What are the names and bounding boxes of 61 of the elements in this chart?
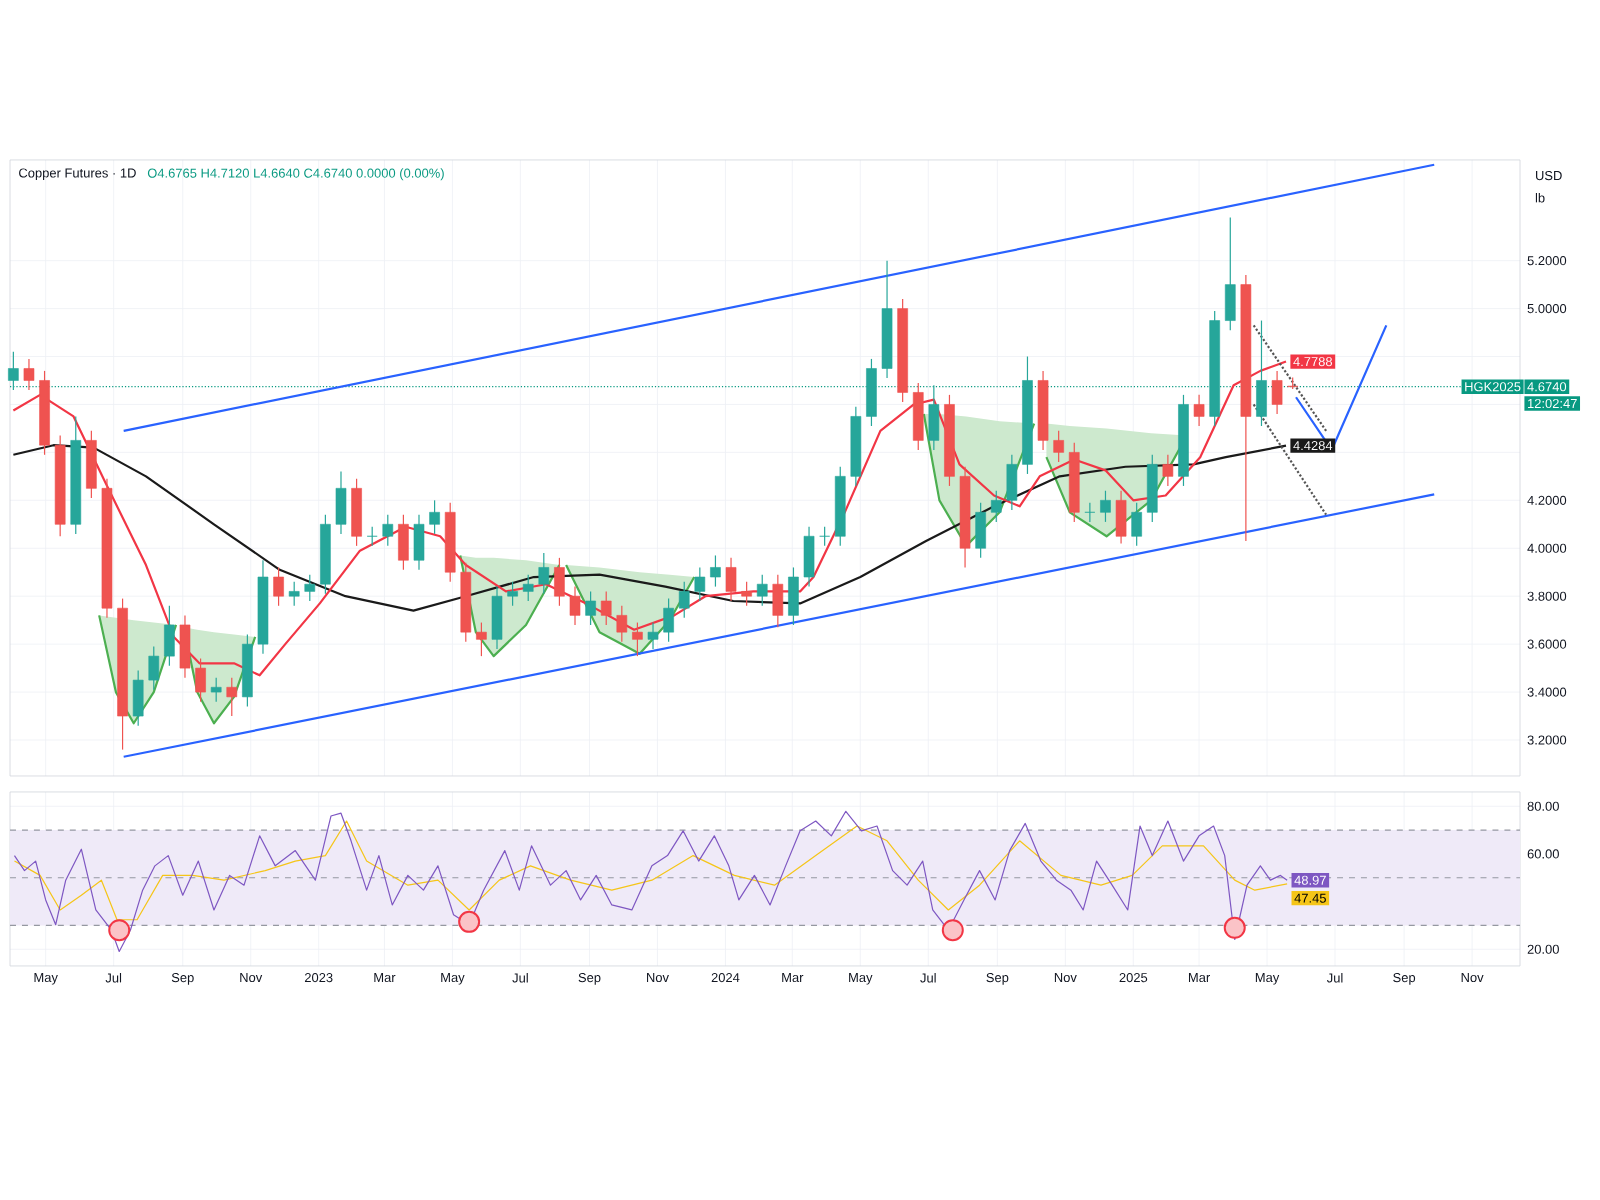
candlestick: [585, 590, 596, 626]
candlestick: [538, 552, 550, 595]
candlestick: [819, 526, 830, 547]
candlestick: [366, 526, 378, 547]
candlestick: [866, 358, 877, 427]
candlestick: [1146, 454, 1158, 523]
candlestick: [663, 598, 674, 643]
candlestick: [678, 581, 690, 619]
candlestick: [335, 470, 347, 535]
candlestick: [398, 514, 409, 571]
candlestick: [304, 574, 316, 602]
candlestick: [476, 621, 487, 657]
candlestick: [600, 590, 612, 626]
candlestick: [1115, 490, 1127, 545]
candlestick: [725, 557, 737, 602]
candlestick: [928, 384, 940, 451]
candlestick: [694, 566, 706, 602]
candlestick: [288, 581, 300, 607]
candlestick: [164, 605, 175, 667]
candlestick: [1162, 454, 1174, 487]
candlestick: [772, 574, 784, 628]
candlestick: [1006, 454, 1018, 511]
candlestick: [741, 581, 752, 607]
candlestick: [975, 502, 986, 559]
candlestick: [554, 557, 565, 607]
candlestick: [756, 574, 768, 607]
candlestick: [522, 574, 534, 602]
candlestick: [86, 430, 97, 499]
candlestick: [990, 490, 1002, 523]
candlestick: [1100, 490, 1111, 523]
candlestick: [1193, 394, 1205, 427]
candlestick: [1271, 370, 1283, 415]
candlestick: [195, 657, 206, 703]
candlestick: [1053, 430, 1064, 463]
candlestick: [569, 586, 581, 626]
candlestick: [23, 358, 35, 391]
candlestick: [710, 554, 721, 588]
candlestick: [148, 645, 160, 691]
candlestick: [507, 581, 518, 607]
candlestick: [1084, 502, 1096, 523]
candlestick: [803, 526, 815, 588]
candlestick: [632, 621, 643, 657]
candlestick: [273, 566, 284, 607]
candlestick: [179, 614, 191, 679]
candlestick: [351, 478, 362, 547]
candlestick: [382, 514, 394, 547]
candlestick: [1256, 319, 1267, 427]
candlestick: [912, 382, 924, 451]
candlestick: [1224, 216, 1236, 331]
candlestick: [647, 621, 659, 650]
candlestick: [429, 499, 440, 535]
candlestick: [491, 586, 503, 650]
candlestick: [1131, 502, 1142, 547]
line-series: [13, 810, 1288, 953]
candlestick: [210, 677, 222, 703]
candlestick: [413, 514, 425, 571]
candlestick: [8, 351, 19, 391]
candlestick: [226, 677, 238, 717]
candlestick: [132, 669, 144, 727]
candlestick: [616, 605, 628, 643]
candlestick: [788, 566, 799, 626]
